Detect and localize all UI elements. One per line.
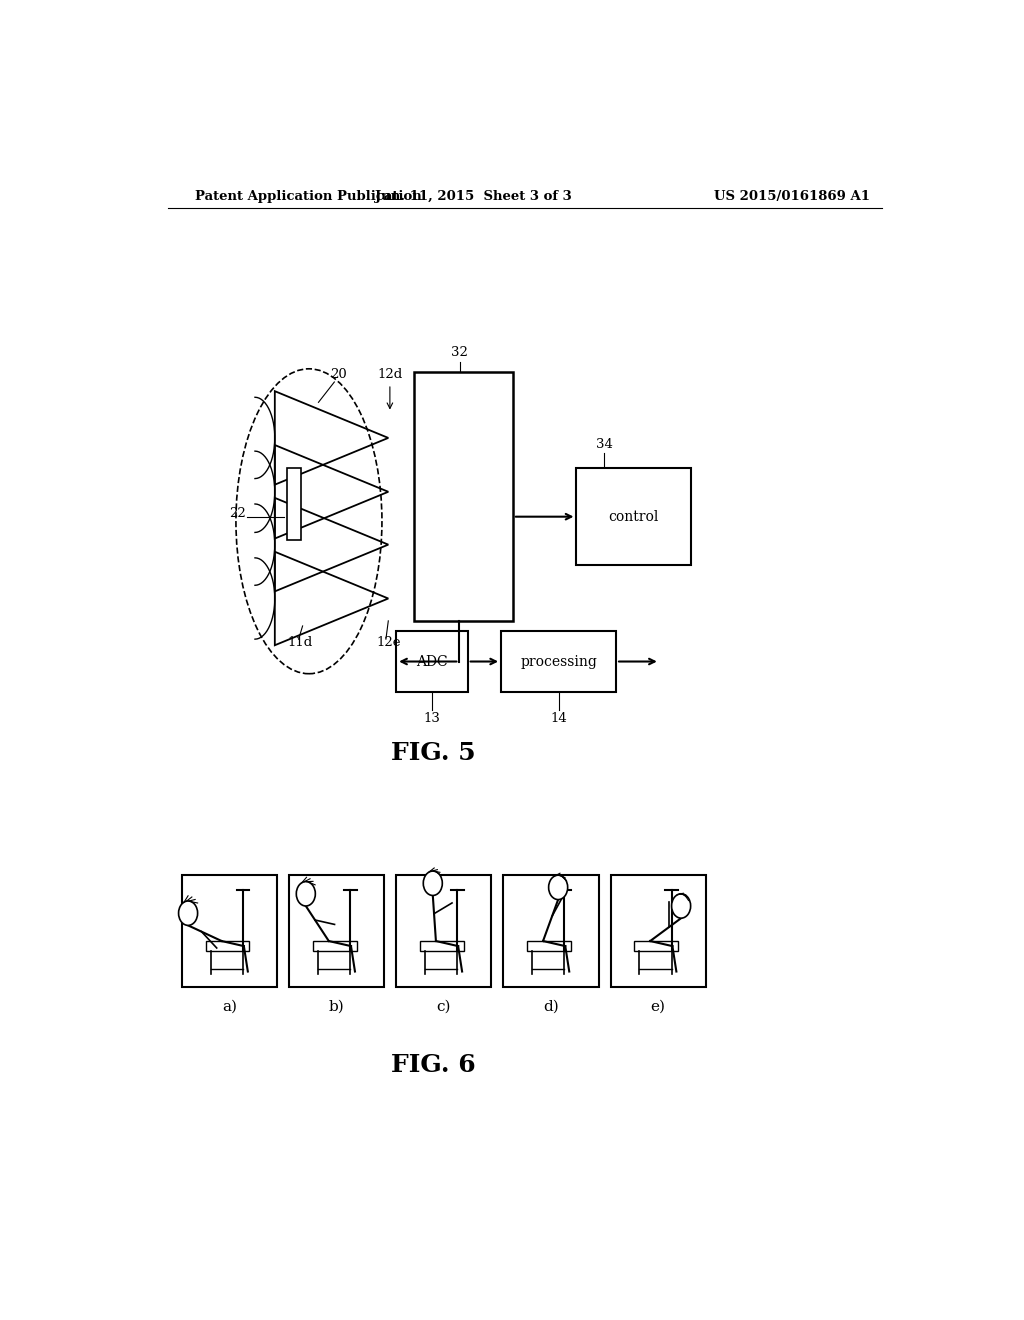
Bar [287, 469, 301, 540]
Bar [313, 941, 356, 952]
Text: b): b) [329, 1001, 345, 1014]
Bar [501, 631, 616, 692]
Circle shape [423, 871, 442, 895]
Text: Patent Application Publication: Patent Application Publication [196, 190, 422, 202]
Circle shape [549, 875, 567, 899]
Text: ADC: ADC [416, 655, 447, 668]
Text: 11d: 11d [288, 636, 313, 649]
Bar [396, 875, 492, 987]
Bar [610, 875, 706, 987]
Text: Jun. 11, 2015  Sheet 3 of 3: Jun. 11, 2015 Sheet 3 of 3 [375, 190, 571, 202]
Text: FIG. 6: FIG. 6 [391, 1053, 476, 1077]
Bar [634, 941, 678, 952]
Bar [206, 941, 250, 952]
Text: FIG. 5: FIG. 5 [391, 741, 476, 766]
Text: 34: 34 [596, 438, 612, 451]
Bar [504, 875, 599, 987]
Bar [527, 941, 570, 952]
Bar [396, 631, 468, 692]
Bar [577, 469, 691, 565]
Text: 20: 20 [330, 368, 347, 381]
Text: 12e: 12e [376, 636, 400, 649]
Text: 14: 14 [550, 713, 567, 725]
Text: processing: processing [520, 655, 597, 668]
Text: control: control [608, 510, 659, 524]
Text: c): c) [436, 1001, 452, 1014]
Text: d): d) [543, 1001, 559, 1014]
Bar [182, 875, 278, 987]
Circle shape [178, 902, 198, 925]
Bar [420, 941, 464, 952]
Text: US 2015/0161869 A1: US 2015/0161869 A1 [714, 190, 870, 202]
Text: 32: 32 [452, 346, 468, 359]
Bar [414, 372, 513, 620]
Text: 12d: 12d [377, 368, 402, 381]
Text: 22: 22 [228, 507, 246, 520]
Text: a): a) [222, 1001, 238, 1014]
Circle shape [296, 882, 315, 906]
Text: e): e) [650, 1001, 666, 1014]
Circle shape [672, 894, 690, 919]
Text: 13: 13 [424, 713, 440, 725]
Bar [289, 875, 384, 987]
